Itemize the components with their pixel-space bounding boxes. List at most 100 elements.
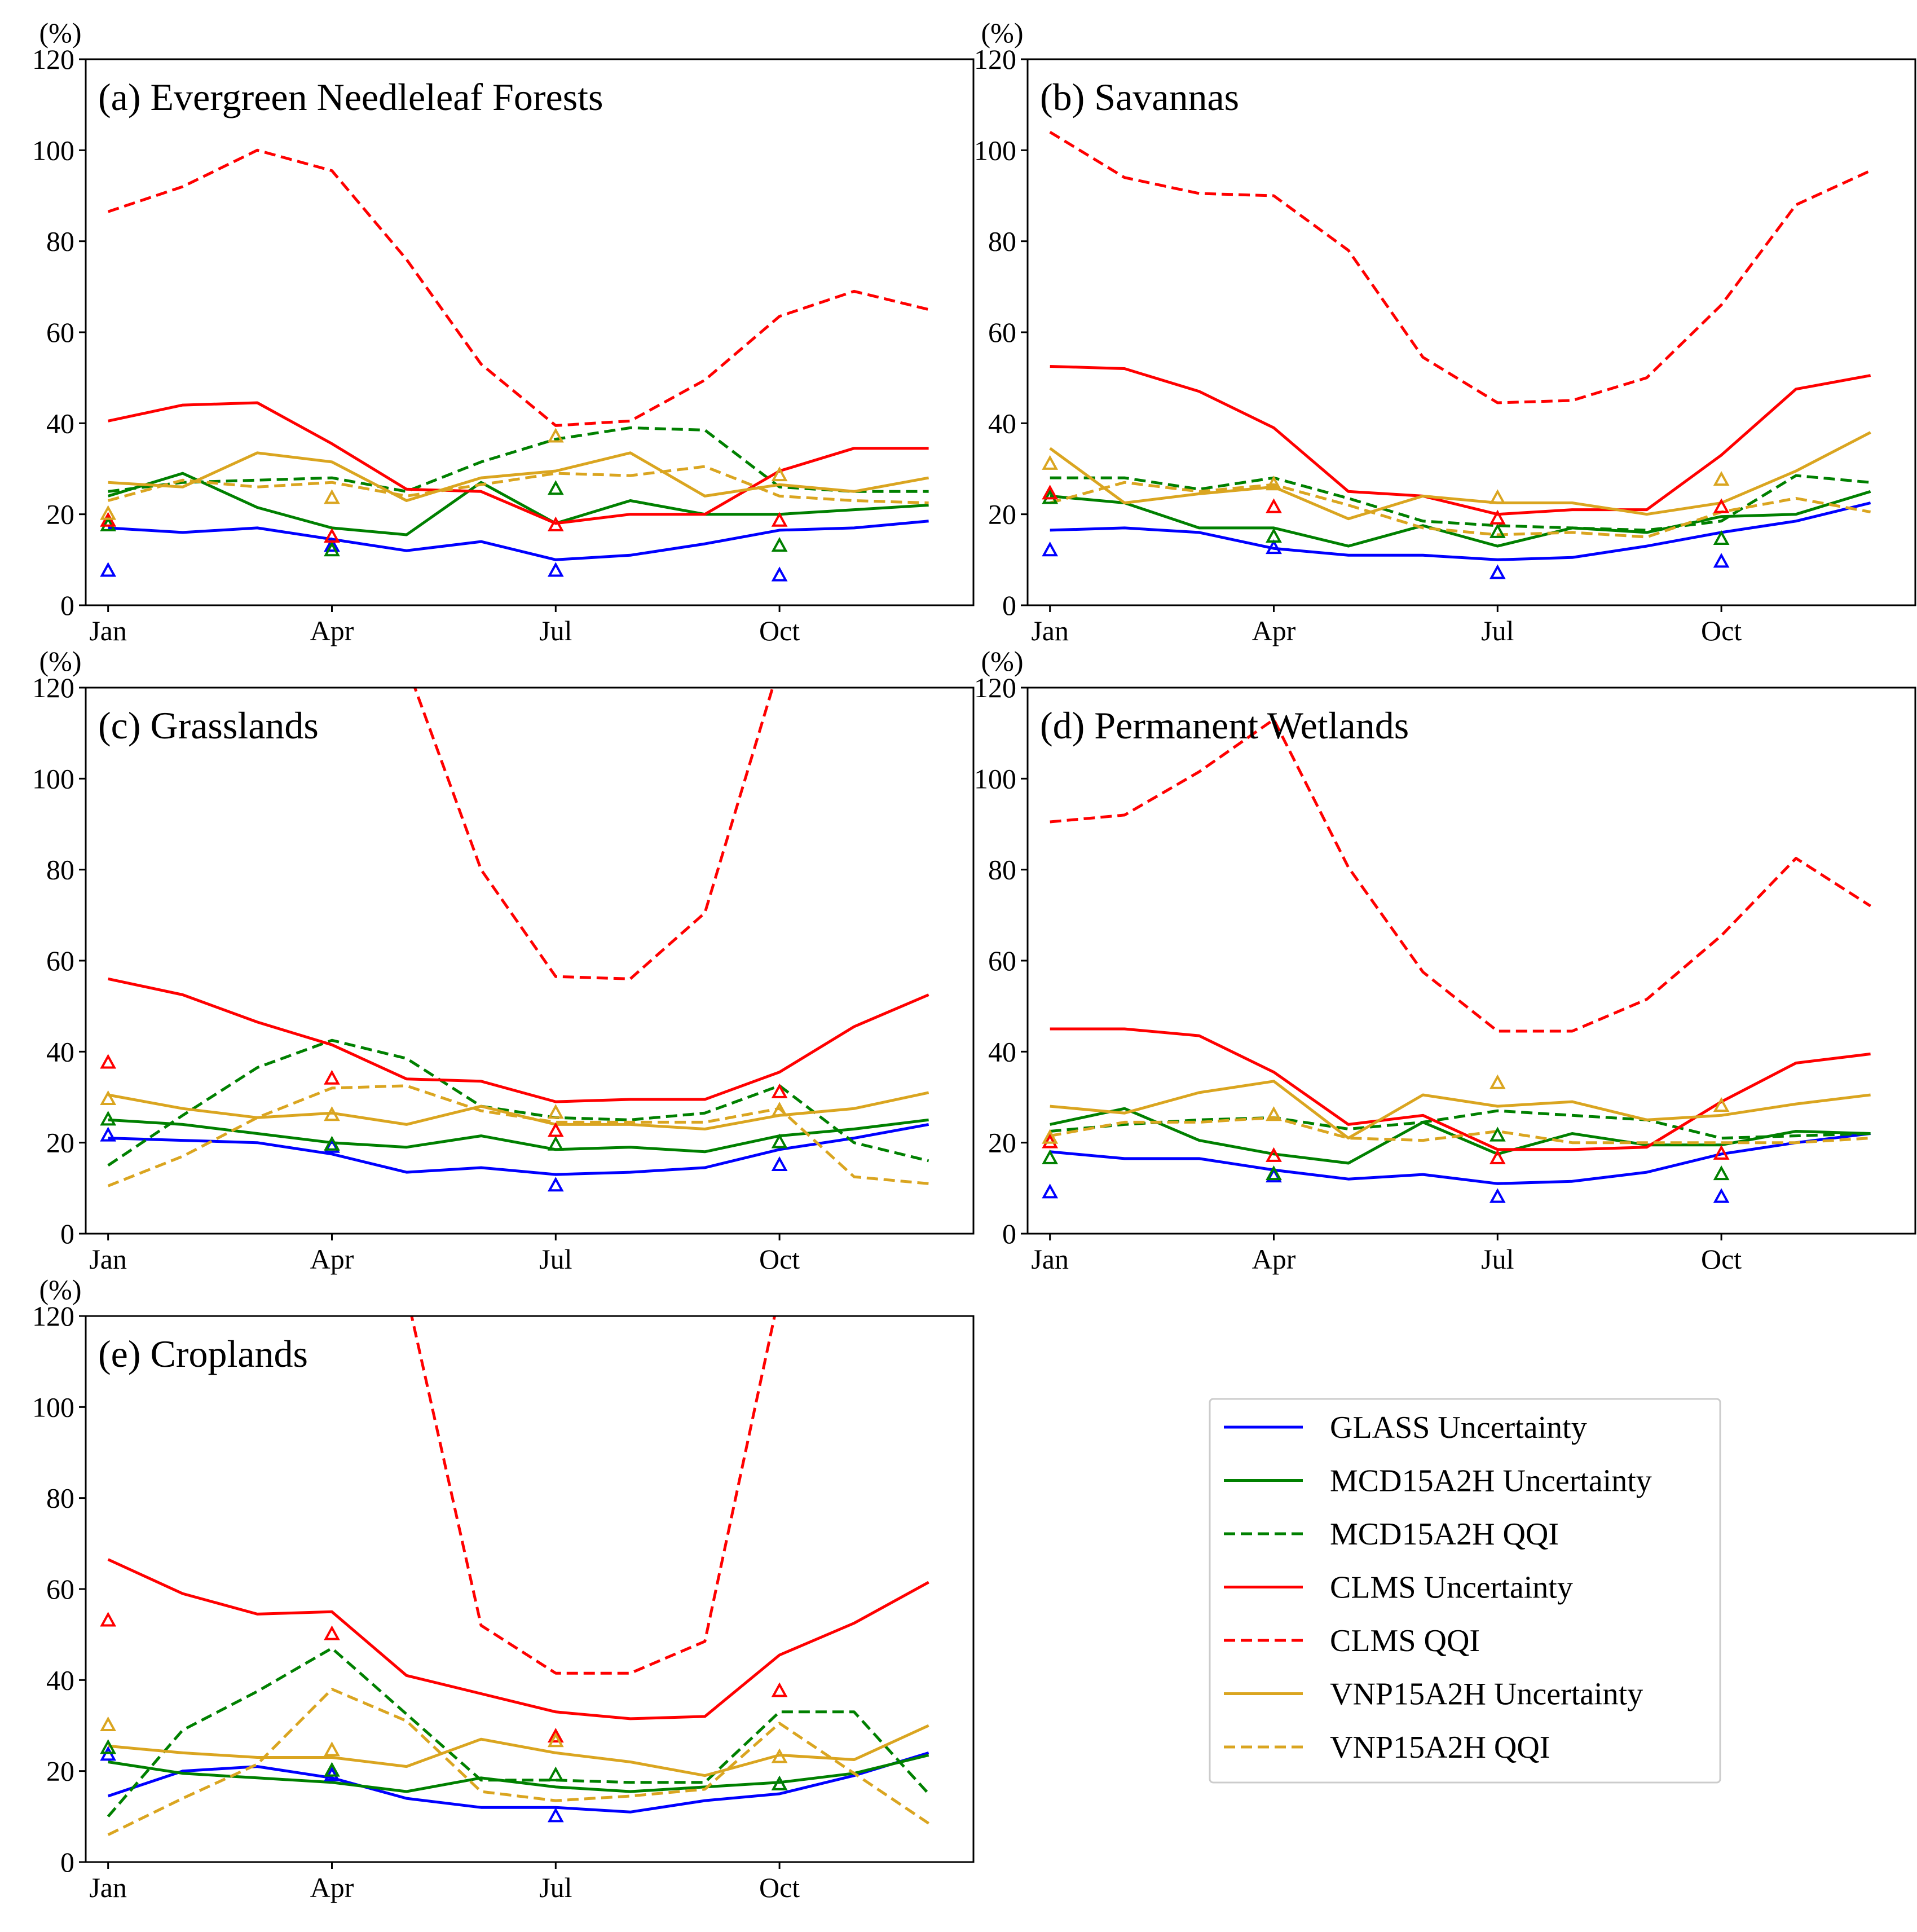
- x-tick-label: Jul: [539, 615, 572, 646]
- series-line-vnp-qqi: [108, 465, 929, 504]
- marker-glass-unc: [547, 1177, 564, 1192]
- legend: GLASS Uncertainty MCD15A2H Uncertainty MCD…: [1209, 1398, 1721, 1784]
- series-line-clms-unc: [107, 1558, 929, 1720]
- y-tick-label: 100: [32, 763, 74, 794]
- x-tick-label: Oct: [759, 1872, 800, 1903]
- y-tick-label: 100: [32, 1391, 74, 1423]
- y-unit-label: (%): [39, 1274, 82, 1305]
- axes-frame: [1026, 58, 1916, 606]
- x-tick-label: Oct: [759, 615, 800, 646]
- marker-clms-unc: [100, 512, 117, 527]
- marker-mcd-unc: [100, 1739, 117, 1754]
- series-line-mcd-unc: [1050, 1107, 1871, 1165]
- marker-clms-unc: [1713, 1145, 1730, 1160]
- x-tick-label: Apr: [310, 1872, 354, 1903]
- chart-panel-5: 0 20 40 60 80 100 120(%) Jan Apr Jul Oct (e) Cropla…: [32, 1274, 975, 1903]
- plot-area: [1042, 718, 1871, 1203]
- y-tick-label: 100: [32, 134, 74, 166]
- marker-clms-unc: [771, 512, 788, 527]
- marker-vnp-unc: [100, 505, 117, 520]
- x-tick-label: Apr: [1252, 615, 1296, 646]
- marker-vnp-unc: [771, 1748, 788, 1763]
- series-line-glass-unc: [108, 520, 929, 561]
- series-line-clms-qqi: [1049, 130, 1871, 404]
- marker-vnp-unc: [771, 1102, 788, 1117]
- marker-clms-unc: [547, 516, 564, 531]
- series-line-vnp-unc: [108, 1724, 929, 1777]
- marker-mcd-unc: [771, 1775, 788, 1790]
- y-tick-label: 80: [988, 226, 1016, 257]
- series-line-mcd-qqi: [1050, 1109, 1871, 1140]
- x-tick-label: Jan: [1031, 1243, 1069, 1275]
- series-line-glass-unc: [107, 1751, 929, 1814]
- series-line-vnp-qqi: [1050, 481, 1871, 539]
- series-line-vnp-qqi: [107, 1688, 929, 1836]
- panel-title: (e) Croplands: [98, 1332, 308, 1375]
- marker-glass-unc: [1489, 1188, 1506, 1203]
- y-tick-label: 0: [60, 589, 74, 621]
- marker-mcd-unc: [771, 1133, 788, 1148]
- marker-mcd-unc: [1266, 527, 1282, 543]
- legend-label-vnp-unc: VNP15A2H Uncertainty: [1330, 1677, 1643, 1712]
- panel-title: (a) Evergreen Needleleaf Forests: [98, 76, 603, 118]
- plot-area: [100, 688, 929, 1192]
- series-line-mcd-unc: [1050, 490, 1871, 548]
- series-line-clms-qqi: [410, 1316, 777, 1675]
- y-tick-label: 20: [46, 1755, 74, 1787]
- series-line-mcd-unc: [108, 1753, 929, 1793]
- marker-vnp-unc: [1713, 471, 1730, 486]
- marker-vnp-unc: [324, 489, 340, 504]
- x-tick-label: Jan: [89, 1243, 127, 1275]
- y-tick-label: 120: [974, 672, 1016, 703]
- marker-mcd-unc: [1489, 1126, 1506, 1142]
- series-line-vnp-unc: [1050, 1080, 1871, 1140]
- x-tick-label: Jan: [89, 615, 127, 646]
- marker-vnp-unc: [771, 466, 788, 482]
- series-line-vnp-qqi: [107, 1084, 929, 1187]
- y-tick-label: 120: [32, 672, 74, 703]
- series-line-glass-unc: [1050, 501, 1871, 561]
- series-line-mcd-qqi: [107, 1038, 929, 1167]
- series-line-mcd-qqi: [107, 1647, 930, 1817]
- series-line-clms-unc: [108, 977, 929, 1103]
- x-tick-label: Oct: [1701, 615, 1742, 646]
- chart-panel-3: 0 20 40 60 80 100 120(%) Jan Apr Jul Oct (c) Grassl…: [32, 645, 975, 1275]
- y-tick-label: 80: [988, 854, 1016, 886]
- marker-glass-unc: [547, 562, 564, 577]
- marker-mcd-unc: [547, 480, 564, 495]
- plot-area: [1042, 130, 1871, 579]
- chart-panel-2: 0 20 40 60 80 100 120(%) Jan Apr Jul Oct (b) Savann…: [974, 17, 1916, 646]
- y-tick-label: 60: [46, 1573, 74, 1605]
- chart-panel-1: 0 20 40 60 80 100 120(%) Jan Apr Jul Oct (a) Evergr…: [32, 17, 975, 646]
- series-line-vnp-unc: [1049, 431, 1871, 521]
- x-tick-label: Jul: [539, 1872, 572, 1903]
- marker-glass-unc: [1489, 564, 1506, 579]
- axes-frame: [85, 58, 975, 606]
- marker-vnp-unc: [547, 1732, 564, 1748]
- marker-clms-unc: [771, 1682, 788, 1697]
- marker-vnp-unc: [1042, 1129, 1059, 1144]
- series-line-vnp-unc: [108, 1091, 929, 1130]
- panel-title: (c) Grasslands: [98, 704, 319, 747]
- marker-clms-unc: [547, 1728, 564, 1743]
- marker-vnp-unc: [547, 1104, 564, 1119]
- series-line-clms-qqi: [1050, 718, 1871, 1033]
- marker-mcd-unc: [100, 1111, 117, 1126]
- y-tick-label: 0: [60, 1846, 74, 1878]
- marker-mcd-unc: [1266, 1165, 1282, 1181]
- legend-label-glass-unc: GLASS Uncertainty: [1330, 1410, 1587, 1445]
- y-tick-label: 40: [988, 1036, 1016, 1067]
- marker-clms-unc: [1266, 498, 1282, 513]
- y-tick-label: 80: [46, 854, 74, 886]
- series-line-clms-unc: [1050, 365, 1871, 516]
- series-line-mcd-qqi: [1050, 474, 1871, 532]
- y-tick-label: 20: [988, 499, 1016, 530]
- y-tick-label: 60: [988, 945, 1016, 976]
- y-tick-label: 80: [46, 1482, 74, 1514]
- marker-glass-unc: [1713, 553, 1730, 568]
- series-line-clms-qqi: [107, 148, 929, 427]
- marker-glass-unc: [547, 1807, 564, 1823]
- marker-glass-unc: [1713, 1188, 1730, 1203]
- marker-mcd-unc: [547, 1766, 564, 1781]
- x-tick-label: Jul: [1481, 1243, 1514, 1275]
